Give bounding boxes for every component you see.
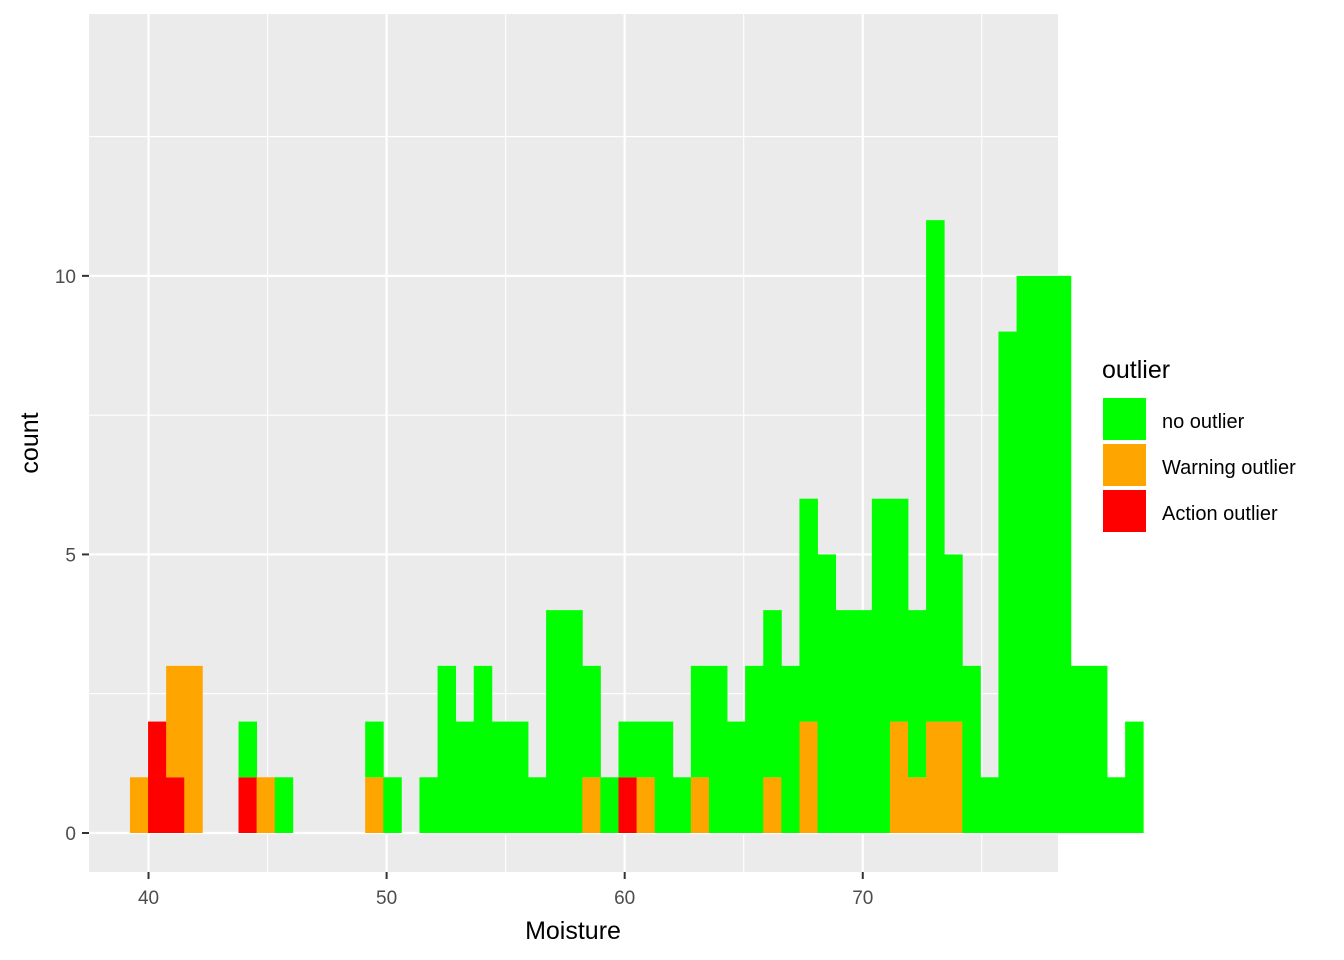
bar-action-outlier bbox=[618, 777, 637, 833]
bar-no-outlier bbox=[998, 331, 1017, 833]
bar-warning-outlier bbox=[636, 777, 656, 833]
bar-no-outlier bbox=[1107, 777, 1126, 833]
bar-no-outlier bbox=[1016, 275, 1036, 833]
bar-warning-outlier bbox=[889, 721, 909, 833]
x-tick-label: 60 bbox=[614, 888, 635, 909]
legend-key-no-outlier bbox=[1103, 398, 1146, 440]
bar-no-outlier bbox=[944, 554, 963, 722]
bar-warning-outlier bbox=[256, 777, 276, 833]
x-tick-label: 40 bbox=[138, 888, 159, 909]
y-tick-label: 0 bbox=[65, 824, 76, 845]
bars bbox=[129, 220, 1144, 833]
bar-no-outlier bbox=[799, 498, 818, 722]
bar-no-outlier bbox=[1125, 721, 1144, 833]
bar-no-outlier bbox=[817, 554, 837, 833]
bar-no-outlier bbox=[528, 777, 547, 833]
bar-no-outlier bbox=[509, 721, 529, 833]
legend-label-warning-outlier: Warning outlier bbox=[1162, 457, 1296, 479]
bar-no-outlier bbox=[745, 665, 764, 833]
bar-no-outlier bbox=[708, 665, 728, 833]
bar-warning-outlier bbox=[944, 721, 963, 833]
y-axis-title: count bbox=[16, 412, 44, 473]
bar-warning-outlier bbox=[799, 721, 818, 833]
bar-no-outlier bbox=[365, 721, 384, 778]
bar-no-outlier bbox=[763, 610, 782, 778]
bar-action-outlier bbox=[148, 721, 167, 833]
bar-no-outlier bbox=[1034, 275, 1054, 833]
bar-warning-outlier bbox=[690, 777, 710, 833]
bar-warning-outlier bbox=[166, 665, 185, 778]
bar-no-outlier bbox=[926, 220, 945, 722]
bar-no-outlier bbox=[274, 777, 294, 833]
bar-no-outlier bbox=[564, 610, 583, 833]
bar-no-outlier bbox=[238, 721, 258, 778]
bar-no-outlier bbox=[781, 665, 800, 833]
legend: outlier no outlier Warning outlier Actio… bbox=[1102, 356, 1296, 532]
bar-no-outlier bbox=[853, 610, 873, 833]
bar-no-outlier bbox=[654, 721, 674, 833]
bar-no-outlier bbox=[636, 721, 656, 778]
bar-no-outlier bbox=[455, 721, 475, 833]
bar-no-outlier bbox=[889, 498, 909, 722]
y-tick-label: 5 bbox=[65, 545, 76, 566]
y-tick-label: 10 bbox=[55, 267, 76, 288]
bar-no-outlier bbox=[672, 777, 692, 833]
x-tick-label: 70 bbox=[852, 888, 873, 909]
bar-no-outlier bbox=[582, 665, 601, 778]
legend-key-warning-outlier bbox=[1103, 444, 1146, 486]
bar-warning-outlier bbox=[582, 777, 601, 833]
bar-action-outlier bbox=[166, 777, 185, 833]
grid-minor bbox=[89, 14, 1058, 872]
bar-no-outlier bbox=[437, 665, 457, 833]
bar-no-outlier bbox=[383, 777, 402, 833]
bar-no-outlier bbox=[419, 777, 438, 833]
bar-warning-outlier bbox=[908, 777, 927, 833]
bar-no-outlier bbox=[473, 665, 493, 833]
bar-warning-outlier bbox=[184, 665, 203, 833]
bar-no-outlier bbox=[871, 498, 891, 833]
bar-no-outlier bbox=[1052, 275, 1072, 833]
x-tick-labels: 40 50 60 70 bbox=[138, 888, 873, 909]
bar-warning-outlier bbox=[763, 777, 782, 833]
bar-no-outlier bbox=[491, 721, 511, 833]
bar-no-outlier bbox=[980, 777, 999, 833]
axis-ticks bbox=[82, 274, 864, 879]
bar-no-outlier bbox=[618, 721, 637, 778]
bar-no-outlier bbox=[600, 777, 619, 833]
bar-no-outlier bbox=[1070, 665, 1090, 833]
bar-no-outlier bbox=[835, 610, 855, 833]
bar-no-outlier bbox=[690, 665, 710, 778]
bar-no-outlier bbox=[908, 610, 927, 778]
legend-label-action-outlier: Action outlier bbox=[1162, 503, 1278, 525]
bar-no-outlier bbox=[546, 610, 565, 833]
bar-warning-outlier bbox=[926, 721, 945, 833]
bar-action-outlier bbox=[238, 777, 258, 833]
bar-no-outlier bbox=[727, 721, 746, 833]
bar-warning-outlier bbox=[129, 777, 149, 833]
x-tick-label: 50 bbox=[376, 888, 397, 909]
bar-no-outlier bbox=[1088, 665, 1108, 833]
legend-title: outlier bbox=[1102, 356, 1170, 384]
bar-no-outlier bbox=[962, 665, 981, 833]
x-axis-title: Moisture bbox=[525, 917, 621, 945]
bar-warning-outlier bbox=[365, 777, 384, 833]
y-tick-labels: 0 5 10 bbox=[55, 267, 76, 845]
legend-label-no-outlier: no outlier bbox=[1162, 411, 1245, 433]
legend-key-action-outlier bbox=[1103, 490, 1146, 532]
